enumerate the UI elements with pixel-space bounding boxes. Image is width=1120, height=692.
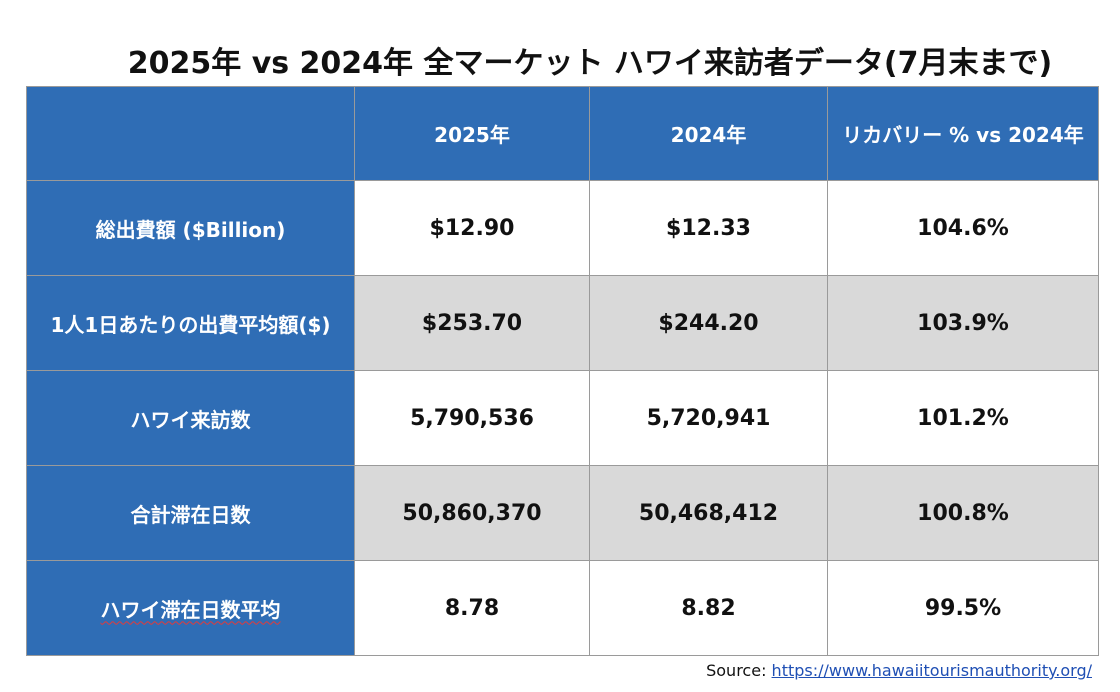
table-row: 1人1日あたりの出費平均額($) $253.70 $244.20 103.9%: [26, 275, 1099, 371]
cell-2024: $12.33: [589, 180, 828, 276]
row-label-total-spending: 総出費額 ($Billion): [26, 180, 355, 276]
source-link[interactable]: https://www.hawaiitourismauthority.org/: [771, 661, 1092, 680]
cell-2025: 8.78: [354, 560, 590, 656]
cell-2024: $244.20: [589, 275, 828, 371]
cell-recovery: 99.5%: [827, 560, 1099, 656]
table-row: 総出費額 ($Billion) $12.90 $12.33 104.6%: [26, 180, 1099, 276]
page-title: 2025年 vs 2024年 全マーケット ハワイ来訪者データ(7月末まで): [127, 46, 1053, 81]
source-note: Source: https://www.hawaiitourismauthori…: [706, 661, 1092, 680]
cell-2025: $12.90: [354, 180, 590, 276]
data-table: 2025年 2024年 リカバリー % vs 2024年 総出費額 ($Bill…: [26, 86, 1099, 656]
row-label-average-stay: ハワイ滞在日数平均: [26, 560, 355, 656]
cell-2025: 50,860,370: [354, 465, 590, 561]
cell-2024: 50,468,412: [589, 465, 828, 561]
source-prefix: Source:: [706, 661, 767, 680]
cell-2025: $253.70: [354, 275, 590, 371]
header-corner-cell: [26, 86, 355, 181]
cell-recovery: 100.8%: [827, 465, 1099, 561]
row-label-daily-spending: 1人1日あたりの出費平均額($): [26, 275, 355, 371]
cell-recovery: 101.2%: [827, 370, 1099, 466]
header-recovery: リカバリー % vs 2024年: [827, 86, 1099, 181]
header-2024: 2024年: [589, 86, 828, 181]
header-2025: 2025年: [354, 86, 590, 181]
table-row: ハワイ滞在日数平均 8.78 8.82 99.5%: [26, 560, 1099, 656]
table-row: ハワイ来訪数 5,790,536 5,720,941 101.2%: [26, 370, 1099, 466]
table-header-row: 2025年 2024年 リカバリー % vs 2024年: [26, 86, 1099, 181]
cell-2024: 5,720,941: [589, 370, 828, 466]
row-label-average-stay-text: ハワイ滞在日数平均: [100, 597, 281, 622]
cell-recovery: 104.6%: [827, 180, 1099, 276]
table-row: 合計滞在日数 50,860,370 50,468,412 100.8%: [26, 465, 1099, 561]
cell-recovery: 103.9%: [827, 275, 1099, 371]
row-label-total-visitor-days: 合計滞在日数: [26, 465, 355, 561]
row-label-visitor-arrivals: ハワイ来訪数: [26, 370, 355, 466]
cell-2025: 5,790,536: [354, 370, 590, 466]
cell-2024: 8.82: [589, 560, 828, 656]
